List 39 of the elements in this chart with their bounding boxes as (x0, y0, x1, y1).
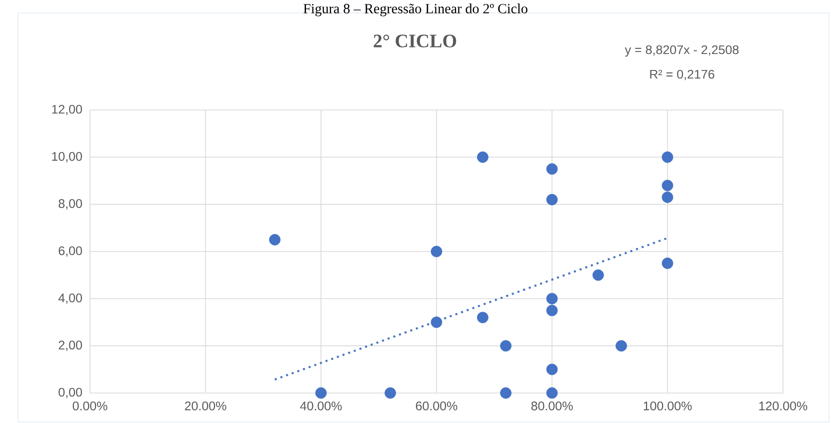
point (616, 340, 627, 352)
y-tick-label: 4,00 (58, 294, 82, 304)
point (546, 387, 558, 399)
point (269, 234, 281, 246)
x-tick-label: 0.00% (72, 402, 108, 410)
point (592, 269, 604, 281)
point (546, 194, 558, 206)
x-tick-label: 20.00% (184, 402, 226, 410)
text: Figura 8 – Regressão Linear do 2º Ciclo (304, 4, 528, 16)
point (546, 364, 558, 376)
y-tick-label: 6,00 (58, 246, 82, 257)
point (546, 163, 558, 175)
point (500, 387, 512, 399)
x-tick-label: 100.00% (644, 402, 692, 410)
point (430, 316, 442, 328)
point (500, 340, 512, 352)
point (662, 192, 674, 203)
point (430, 246, 442, 258)
point (477, 151, 488, 163)
point (662, 180, 674, 192)
y-tick-label: 2,00 (58, 340, 82, 351)
x-tick-label: 40.00% (300, 402, 342, 410)
text: y = 8,8207x - 2,2508 (624, 45, 739, 57)
point (546, 304, 558, 316)
y-tick-label: 0,00 (58, 388, 82, 398)
point (384, 387, 396, 399)
x-tick-label: 120.00% (759, 402, 808, 410)
point (315, 387, 327, 399)
chart-title: 2° CICLO (374, 34, 456, 48)
y-tick-label: 10,00 (52, 152, 82, 162)
point (546, 292, 558, 304)
x-tick-label: 80.00% (531, 402, 573, 410)
point (662, 258, 674, 269)
text: R² = 0,2176 (650, 70, 714, 80)
point (477, 312, 488, 324)
point (662, 151, 674, 163)
y-tick-label: 12,00 (52, 104, 82, 116)
x-tick-label: 60.00% (416, 402, 458, 410)
y-tick-label: 8,00 (58, 199, 82, 210)
